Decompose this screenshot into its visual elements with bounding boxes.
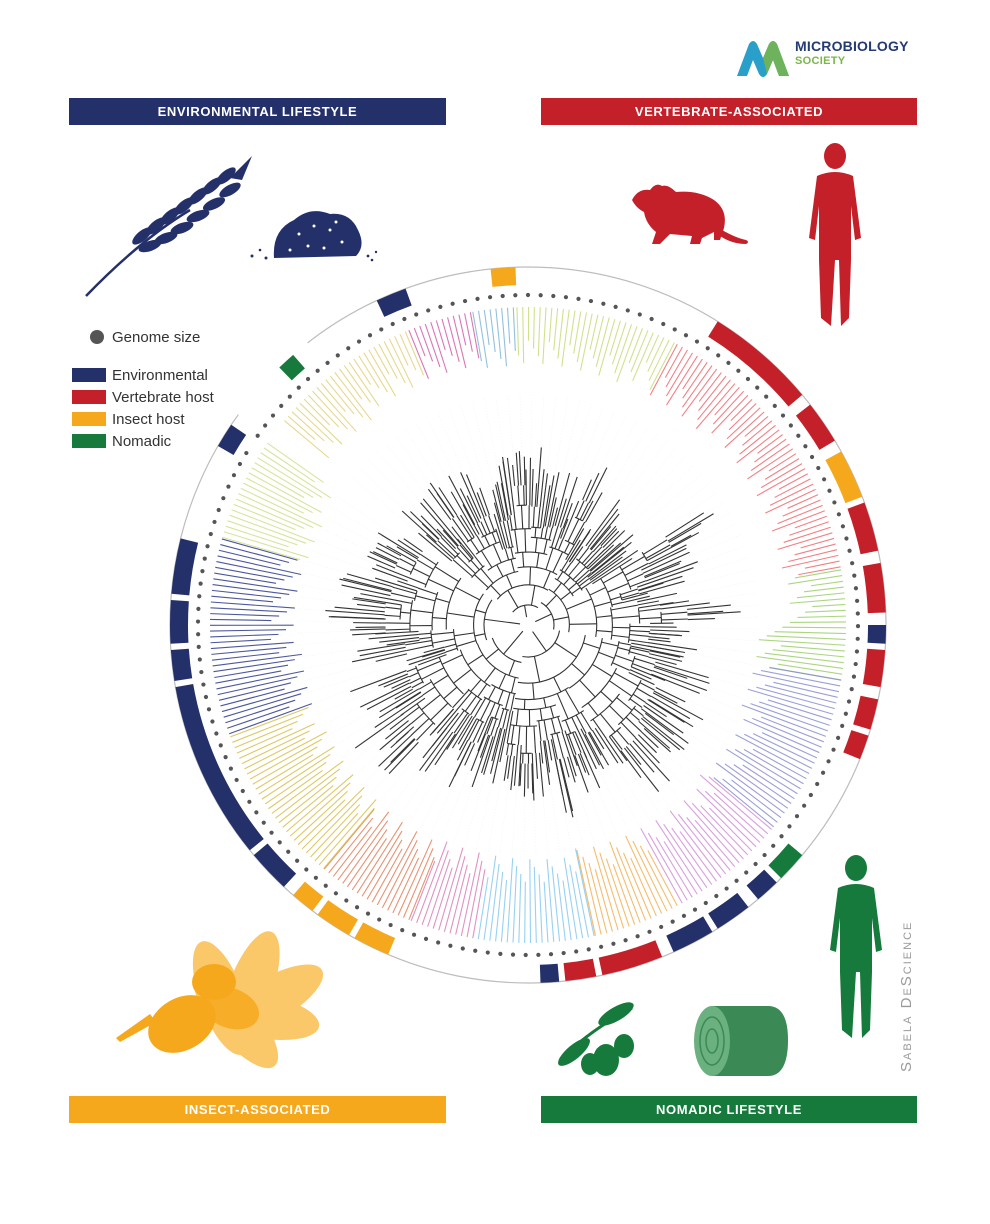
lifestyle-segment	[539, 963, 560, 983]
legend-genome-size: Genome size	[72, 326, 214, 348]
logo-line1: MICROBIOLOGY	[795, 38, 909, 54]
lifestyle-segment	[279, 354, 305, 381]
lifestyle-segment	[843, 730, 869, 760]
legend-item-vertebrate: Vertebrate host	[72, 386, 214, 408]
lifestyle-segment	[862, 648, 886, 688]
lifestyle-segment	[847, 502, 879, 555]
vertebrate-banner: VERTEBRATE-ASSOCIATED	[541, 98, 917, 125]
human-icon	[809, 143, 861, 326]
soil-icon	[250, 211, 378, 262]
lifestyle-segment	[175, 684, 264, 851]
microbiology-society-logo: MICROBIOLOGY SOCIETY	[735, 36, 925, 82]
logo-line2: SOCIETY	[795, 55, 846, 67]
lifestyle-segment	[376, 288, 412, 317]
lifestyle-segment	[708, 321, 803, 407]
lifestyle-segment	[853, 695, 879, 730]
insect-swatch	[72, 412, 106, 426]
legend-item-insect: Insect host	[72, 408, 214, 430]
genome-size-dots	[195, 292, 861, 958]
lifestyle-segment	[768, 843, 803, 879]
lifestyle-segment	[746, 869, 777, 900]
legend-genome-size-label: Genome size	[112, 328, 201, 346]
lifestyle-segment	[253, 843, 297, 887]
nomadic-swatch	[72, 434, 106, 448]
lifestyle-segment	[171, 538, 199, 596]
legend: Genome size Environmental Vertebrate hos…	[72, 326, 214, 452]
lifestyle-segment	[490, 267, 517, 287]
lifestyle-segment	[563, 958, 597, 982]
nomadic-banner: NOMADIC LIFESTYLE	[541, 1096, 917, 1123]
human-nomadic-icon	[830, 855, 882, 1038]
lifestyle-segment	[795, 404, 835, 450]
lifestyle-segment	[170, 648, 193, 682]
insect-banner: INSECT-ASSOCIATED	[69, 1096, 446, 1123]
lifestyle-segment	[862, 562, 886, 614]
legend-item-environmental: Environmental	[72, 364, 214, 386]
wheat-icon	[85, 156, 252, 297]
lifestyle-segment	[867, 625, 886, 644]
lifestyle-segment	[170, 600, 189, 644]
artist-signature: Sabela DeScience	[898, 920, 915, 1072]
hay-bale-icon	[694, 1006, 788, 1076]
legend-label: Insect host	[112, 410, 185, 428]
environmental-swatch	[72, 368, 106, 382]
species-labels	[209, 306, 846, 943]
lifestyle-segment	[598, 940, 663, 976]
olive-icon	[558, 1002, 634, 1076]
legend-label: Environmental	[112, 366, 208, 384]
lifestyle-segment	[708, 892, 749, 929]
legend-label: Nomadic	[112, 432, 172, 450]
environmental-banner: ENVIRONMENTAL LIFESTYLE	[69, 98, 446, 125]
lifestyle-segment	[666, 916, 713, 953]
logo-mark-icon	[737, 41, 789, 77]
legend-item-nomadic: Nomadic	[72, 430, 214, 452]
vertebrate-swatch	[72, 390, 106, 404]
tree-branches	[325, 447, 741, 818]
lifestyle-segment	[825, 451, 863, 504]
bee-flower-icon	[116, 931, 324, 1069]
genome-size-dot-icon	[90, 330, 104, 344]
lifestyle-segment	[354, 922, 396, 955]
lifestyle-segment	[317, 900, 358, 936]
rat-icon	[632, 184, 748, 244]
legend-label: Vertebrate host	[112, 388, 214, 406]
lifestyle-segment	[217, 424, 247, 455]
lifestyle-segment	[293, 881, 324, 911]
